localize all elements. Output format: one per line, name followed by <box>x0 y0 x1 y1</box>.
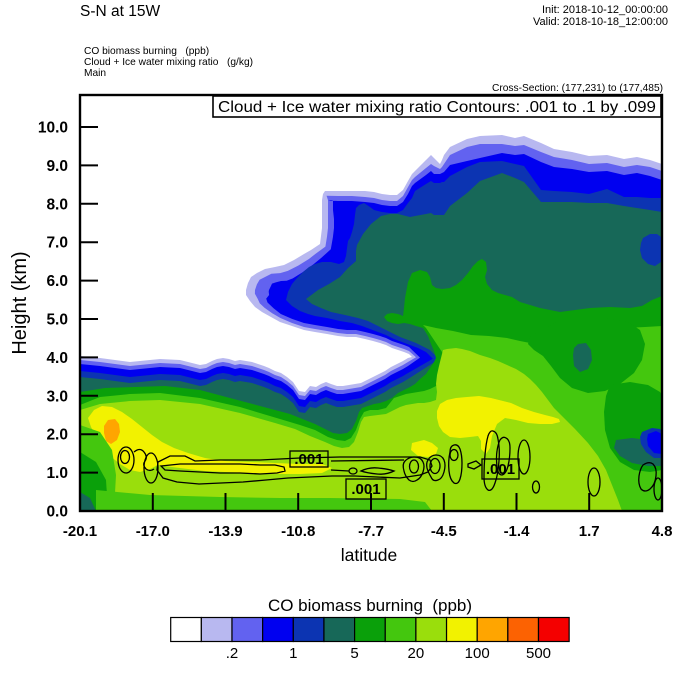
svg-text:4.0: 4.0 <box>46 350 68 367</box>
svg-text:-1.4: -1.4 <box>504 523 531 540</box>
svg-text:.2: .2 <box>226 645 239 662</box>
svg-text:1.0: 1.0 <box>46 465 68 482</box>
svg-text:-20.1: -20.1 <box>63 523 97 540</box>
svg-text:-13.9: -13.9 <box>208 523 242 540</box>
svg-text:500: 500 <box>526 645 551 662</box>
svg-text:6.0: 6.0 <box>46 273 68 290</box>
svg-text:8.0: 8.0 <box>46 196 68 213</box>
svg-text:1.7: 1.7 <box>579 523 600 540</box>
svg-text:CO biomass burning (ppb): CO biomass burning (ppb) <box>268 596 472 615</box>
svg-text:-4.5: -4.5 <box>431 523 457 540</box>
svg-text:9.0: 9.0 <box>46 158 68 175</box>
svg-text:Cross-Section: (177,231) to (1: Cross-Section: (177,231) to (177,485) <box>492 83 663 94</box>
svg-text:.001: .001 <box>351 481 380 498</box>
svg-text:7.0: 7.0 <box>46 235 68 252</box>
svg-text:Main: Main <box>84 68 106 79</box>
svg-text:.001: .001 <box>294 451 323 468</box>
svg-text:100: 100 <box>465 645 490 662</box>
svg-text:4.8: 4.8 <box>652 523 673 540</box>
svg-text:0.0: 0.0 <box>46 504 68 521</box>
svg-text:5: 5 <box>350 645 358 662</box>
svg-text:20: 20 <box>408 645 425 662</box>
svg-text:Valid: 2018-10-18_12:00:00: Valid: 2018-10-18_12:00:00 <box>533 16 668 28</box>
svg-text:2.0: 2.0 <box>46 427 68 444</box>
svg-text:Init: 2018-10-12_00:00:00: Init: 2018-10-12_00:00:00 <box>542 4 668 16</box>
svg-text:Cloud + Ice water mixing ratio: Cloud + Ice water mixing ratio (g/kg) <box>84 57 253 68</box>
svg-text:-7.7: -7.7 <box>358 523 384 540</box>
svg-text:-17.0: -17.0 <box>136 523 170 540</box>
svg-text:10.0: 10.0 <box>38 120 68 137</box>
svg-text:S-N at 15W: S-N at 15W <box>80 3 160 20</box>
svg-text:.001: .001 <box>486 461 515 478</box>
svg-text:Cloud + Ice water mixing ratio: Cloud + Ice water mixing ratio Contours:… <box>218 99 656 116</box>
svg-text:3.0: 3.0 <box>46 388 68 405</box>
svg-text:CO biomass burning (ppb): CO biomass burning (ppb) <box>84 46 209 57</box>
svg-text:5.0: 5.0 <box>46 312 68 329</box>
svg-text:-10.8: -10.8 <box>281 523 315 540</box>
svg-text:latitude: latitude <box>341 545 397 565</box>
svg-text:1: 1 <box>289 645 297 662</box>
svg-text:Height (km): Height (km) <box>9 251 31 354</box>
